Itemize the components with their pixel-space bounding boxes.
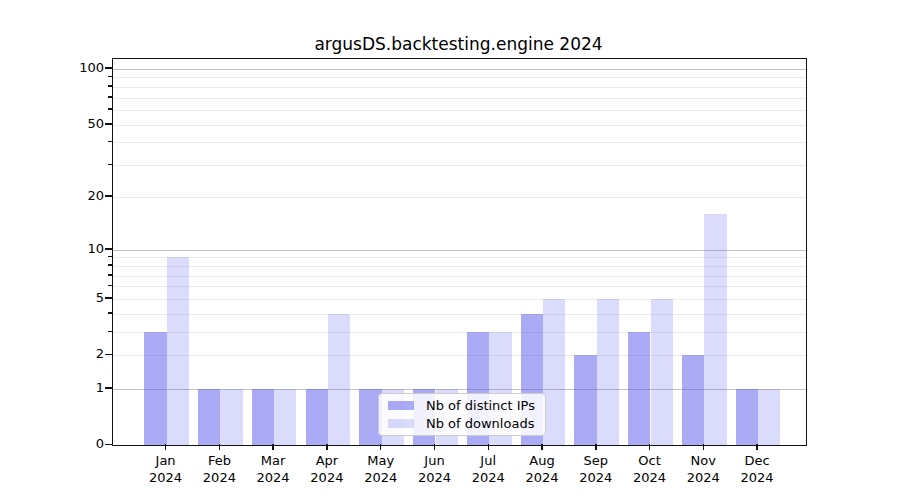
gridline-minor-90: [113, 77, 806, 78]
y-tick-mark-1: [105, 387, 112, 389]
gridline-minor-30: [113, 165, 806, 166]
y-tick-label-100: 100: [60, 60, 104, 76]
legend-swatch-downloads: [388, 419, 414, 428]
legend-item-downloads: Nb of downloads: [388, 416, 545, 431]
bar-ips-feb: [198, 389, 220, 446]
figure: argusDS.backtesting.engine 2024 0 1 2 5 10 20…: [0, 0, 900, 500]
gridline-minor-4: [113, 314, 806, 315]
y-tick-mark-50: [105, 123, 112, 125]
y-tick-mark-20: [105, 195, 112, 197]
y-tick-label-5: 5: [60, 290, 104, 306]
bar-downloads-dec: [758, 389, 780, 446]
x-tick-label-dec: Dec2024: [725, 452, 789, 486]
gridline-minor-20: [113, 197, 806, 198]
gridline-minor-9: [113, 257, 806, 258]
bar-ips-nov: [682, 355, 704, 445]
y-tick-mark-100: [105, 67, 112, 69]
y-minor-tick-mark-90: [108, 76, 112, 78]
legend-swatch-distinct-ips: [388, 401, 414, 410]
bar-downloads-apr: [328, 314, 350, 445]
y-minor-tick-mark-30: [108, 164, 112, 166]
x-tick-mark-dec: [756, 444, 758, 450]
bar-downloads-mar: [274, 389, 296, 446]
y-minor-tick-mark-3: [108, 331, 112, 333]
y-tick-mark-5: [105, 297, 112, 299]
y-minor-tick-mark-8: [108, 264, 112, 266]
gridline-major-100: [113, 69, 806, 70]
gridline-minor-8: [113, 266, 806, 267]
gridline-minor-80: [113, 87, 806, 88]
bar-ips-jan: [144, 332, 166, 445]
y-tick-mark-2: [105, 354, 112, 356]
y-minor-tick-mark-40: [108, 141, 112, 143]
bar-downloads-oct: [651, 299, 673, 445]
x-tick-mark-may: [380, 444, 382, 450]
bar-downloads-feb: [220, 389, 242, 446]
plot-area: [112, 58, 807, 446]
x-tick-mark-mar: [272, 444, 274, 450]
y-tick-label-50: 50: [60, 116, 104, 132]
x-tick-mark-aug: [541, 444, 543, 450]
y-minor-tick-mark-80: [108, 85, 112, 87]
gridline-minor-7: [113, 276, 806, 277]
bar-downloads-sep: [597, 299, 619, 445]
bar-ips-mar: [252, 389, 274, 446]
gridline-minor-50: [113, 125, 806, 126]
y-tick-label-0: 0: [60, 436, 104, 452]
legend: Nb of distinct IPs Nb of downloads: [378, 393, 546, 436]
y-minor-tick-mark-70: [108, 96, 112, 98]
y-tick-label-10: 10: [60, 241, 104, 257]
x-tick-mark-jul: [488, 444, 490, 450]
x-tick-mark-feb: [219, 444, 221, 450]
y-tick-mark-10: [105, 248, 112, 250]
x-tick-month: Dec: [725, 452, 789, 469]
x-tick-mark-nov: [703, 444, 705, 450]
gridline-minor-5: [113, 299, 806, 300]
y-tick-label-1: 1: [60, 380, 104, 396]
y-tick-mark-0: [105, 444, 112, 446]
legend-label-distinct-ips: Nb of distinct IPs: [426, 398, 535, 413]
x-tick-year: 2024: [725, 469, 789, 486]
y-minor-tick-mark-7: [108, 274, 112, 276]
bar-ips-apr: [306, 389, 328, 446]
bar-downloads-jan: [167, 257, 189, 445]
y-tick-label-20: 20: [60, 188, 104, 204]
bar-ips-sep: [574, 355, 596, 445]
bar-ips-oct: [628, 332, 650, 445]
gridline-minor-70: [113, 98, 806, 99]
gridline-minor-3: [113, 332, 806, 333]
y-minor-tick-mark-4: [108, 312, 112, 314]
y-minor-tick-mark-60: [108, 108, 112, 110]
x-tick-mark-jun: [434, 444, 436, 450]
y-minor-tick-mark-9: [108, 256, 112, 258]
gridline-major-10: [113, 250, 806, 251]
chart-title: argusDS.backtesting.engine 2024: [112, 34, 805, 54]
x-tick-mark-apr: [326, 444, 328, 450]
y-tick-label-2: 2: [60, 346, 104, 362]
legend-label-downloads: Nb of downloads: [426, 416, 534, 431]
gridline-minor-40: [113, 142, 806, 143]
legend-item-distinct-ips: Nb of distinct IPs: [388, 398, 545, 413]
gridline-minor-60: [113, 110, 806, 111]
x-tick-mark-oct: [649, 444, 651, 450]
bar-downloads-aug: [543, 299, 565, 445]
x-tick-mark-sep: [595, 444, 597, 450]
gridline-minor-6: [113, 286, 806, 287]
bar-ips-dec: [736, 389, 758, 446]
x-tick-mark-jan: [165, 444, 167, 450]
y-minor-tick-mark-6: [108, 285, 112, 287]
bar-downloads-nov: [704, 214, 726, 445]
